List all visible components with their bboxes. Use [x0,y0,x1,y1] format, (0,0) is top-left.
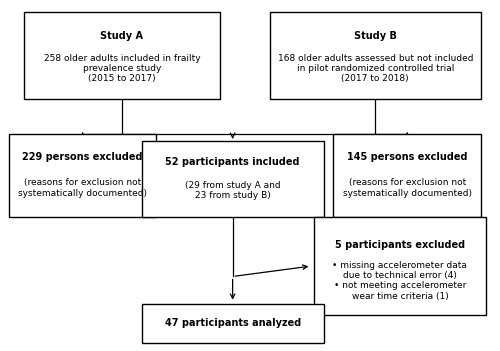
FancyBboxPatch shape [334,134,481,217]
Text: 52 participants included: 52 participants included [166,157,300,167]
Text: 168 older adults assessed but not included
in pilot randomized controlled trial
: 168 older adults assessed but not includ… [278,53,473,83]
Text: (29 from study A and
23 from study B): (29 from study A and 23 from study B) [185,181,280,200]
Text: 229 persons excluded: 229 persons excluded [22,152,143,162]
Text: Study B: Study B [354,31,397,41]
Text: (reasons for exclusion not
systematically documented): (reasons for exclusion not systematicall… [18,178,147,198]
Text: 258 older adults included in frailty
prevalence study
(2015 to 2017): 258 older adults included in frailty pre… [44,53,201,83]
FancyBboxPatch shape [270,12,481,99]
Text: 5 participants excluded: 5 participants excluded [335,240,465,250]
FancyBboxPatch shape [142,141,324,217]
Text: • missing accelerometer data
due to technical error (4)
• not meeting accelerome: • missing accelerometer data due to tech… [332,260,468,301]
Text: Study A: Study A [100,31,144,41]
FancyBboxPatch shape [24,12,220,99]
Text: 145 persons excluded: 145 persons excluded [347,152,468,162]
FancyBboxPatch shape [314,217,486,315]
Text: (reasons for exclusion not
systematically documented): (reasons for exclusion not systematicall… [343,178,472,198]
FancyBboxPatch shape [9,134,156,217]
FancyBboxPatch shape [142,304,324,343]
Text: 47 participants analyzed: 47 participants analyzed [164,318,301,329]
